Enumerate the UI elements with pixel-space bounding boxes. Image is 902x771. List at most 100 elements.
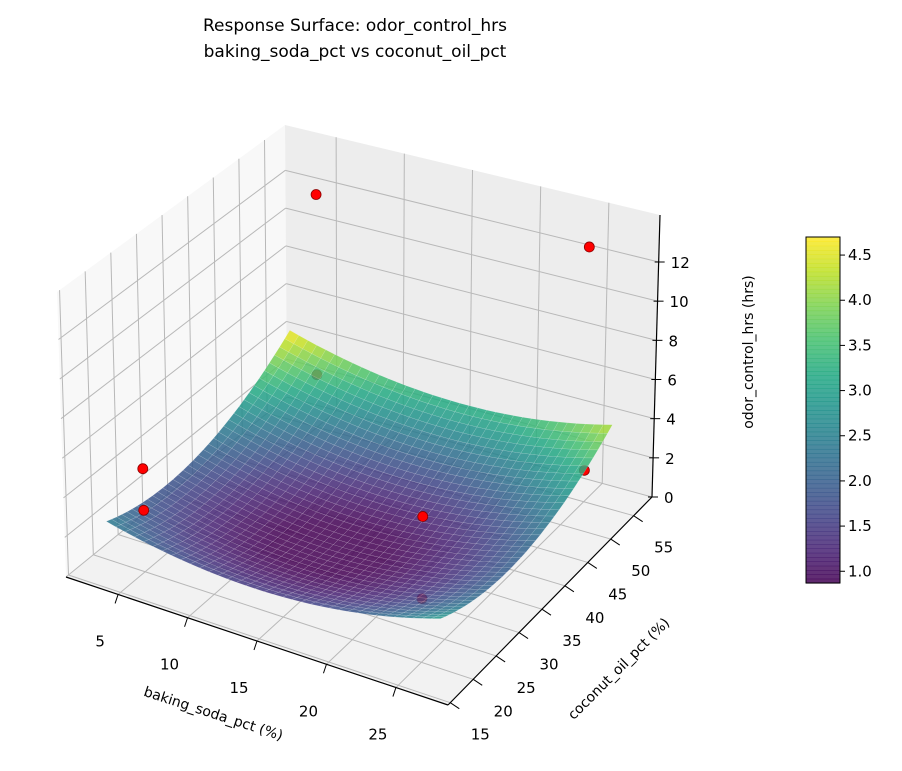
x-tick bbox=[184, 617, 189, 627]
colorbar-segment bbox=[806, 280, 840, 286]
colorbar-segment bbox=[806, 371, 840, 376]
x-tick-label: 15 bbox=[229, 679, 248, 697]
y-tick bbox=[450, 702, 460, 710]
x-tick bbox=[322, 664, 327, 674]
x-tick bbox=[114, 594, 119, 604]
colorbar-frame bbox=[805, 236, 841, 584]
colorbar-segment bbox=[806, 427, 840, 433]
surface-mesh bbox=[105, 329, 613, 619]
x-tick bbox=[392, 687, 397, 697]
colorbar-segment bbox=[806, 362, 840, 368]
y-tick-label: 55 bbox=[654, 539, 673, 557]
colorbar-segment bbox=[806, 340, 840, 346]
colorbar-segment bbox=[806, 375, 840, 381]
surface-patch bbox=[516, 546, 532, 553]
z-tick-label: 8 bbox=[668, 332, 678, 350]
z-tick-label: 6 bbox=[667, 372, 677, 390]
colorbar-segment bbox=[806, 323, 840, 329]
colorbar-segment bbox=[806, 435, 840, 441]
z-gridline bbox=[60, 245, 287, 420]
colorbar-segment bbox=[806, 262, 840, 268]
colorbar-segment bbox=[806, 531, 840, 537]
z-tick-label: 4 bbox=[666, 411, 676, 429]
surface-patch bbox=[458, 599, 475, 604]
colorbar-segment bbox=[806, 358, 840, 364]
z-gridline bbox=[285, 169, 659, 263]
data-point bbox=[137, 463, 149, 475]
colorbar-segment bbox=[806, 522, 840, 528]
data-point bbox=[310, 189, 322, 200]
colorbar-segment bbox=[806, 327, 840, 333]
x-tick-label: 25 bbox=[368, 726, 387, 744]
z-gridline bbox=[61, 283, 287, 459]
colorbar-segment bbox=[806, 509, 840, 515]
colorbar-segment bbox=[806, 267, 840, 273]
surface-patch bbox=[525, 534, 541, 542]
y-tick bbox=[495, 655, 506, 663]
z-gridline bbox=[64, 358, 288, 538]
colorbar-segment bbox=[806, 535, 840, 541]
colorbar-segment bbox=[806, 401, 840, 407]
colorbar-segment bbox=[806, 366, 840, 372]
z-axis-label: odor_control_hrs (hrs) bbox=[741, 275, 757, 429]
y-tick-label: 50 bbox=[631, 562, 650, 580]
y-tick-label: 45 bbox=[608, 585, 627, 603]
y-tick-label: 35 bbox=[562, 632, 581, 650]
y-tick bbox=[518, 632, 529, 639]
colorbar-segment bbox=[806, 379, 840, 385]
colorbar-segment bbox=[806, 310, 840, 316]
colorbar-segment bbox=[806, 288, 840, 294]
y-tick-label: 25 bbox=[517, 679, 536, 697]
colorbar-segment bbox=[806, 444, 840, 450]
colorbar-segment bbox=[806, 513, 840, 519]
y-gridline bbox=[93, 554, 474, 680]
y-tick bbox=[564, 585, 575, 593]
surface-patch bbox=[497, 567, 513, 573]
colorbar-segment bbox=[806, 557, 840, 562]
colorbar-segment bbox=[806, 241, 840, 247]
colorbar-segment bbox=[806, 448, 840, 454]
y-tick bbox=[633, 515, 643, 523]
colorbar-segment bbox=[806, 332, 840, 338]
colorbar-tick-label: 2.5 bbox=[848, 427, 872, 445]
colorbar-tick-label: 3.5 bbox=[848, 336, 872, 354]
y-tick-label: 40 bbox=[585, 609, 604, 627]
colorbar-segment bbox=[806, 479, 840, 485]
colorbar-segment bbox=[806, 254, 840, 260]
x-gridline bbox=[395, 483, 603, 688]
colorbar-segment bbox=[806, 500, 840, 506]
surface-patch bbox=[540, 515, 555, 523]
z-gridline bbox=[286, 320, 655, 420]
colorbar-segment bbox=[806, 505, 840, 511]
colorbar-tick-label: 4.5 bbox=[848, 246, 872, 264]
surface-patch bbox=[431, 616, 446, 619]
x-tick-label: 20 bbox=[299, 702, 318, 720]
colorbar-segment bbox=[806, 544, 840, 549]
colorbar-tick-label: 1.5 bbox=[848, 517, 872, 535]
colorbar-segment bbox=[806, 284, 840, 290]
colorbar-segment bbox=[806, 552, 840, 558]
colorbar-segment bbox=[806, 539, 840, 545]
colorbar-segment bbox=[806, 397, 840, 402]
colorbar-segment bbox=[806, 258, 840, 264]
z-gridline bbox=[58, 169, 286, 340]
colorbar-segment bbox=[806, 249, 840, 255]
z-gridline bbox=[286, 283, 656, 380]
colorbar-segment bbox=[806, 319, 840, 325]
y-tick-label: 30 bbox=[540, 656, 559, 674]
colorbar-segment bbox=[806, 574, 840, 580]
z-tick-label: 0 bbox=[664, 489, 674, 507]
colorbar-segment bbox=[806, 271, 840, 277]
y-axis-line bbox=[447, 496, 653, 706]
colorbar-segment bbox=[806, 314, 840, 320]
colorbar-segment bbox=[806, 518, 840, 524]
colorbar-segment bbox=[806, 453, 840, 459]
colorbar-segment bbox=[806, 345, 840, 351]
z-tick-label: 2 bbox=[665, 450, 675, 468]
data-point bbox=[417, 511, 429, 522]
x-axis-label: baking_soda_pct (%) bbox=[142, 684, 285, 744]
colorbar-segment bbox=[806, 388, 840, 394]
colorbar-segment bbox=[806, 306, 840, 312]
